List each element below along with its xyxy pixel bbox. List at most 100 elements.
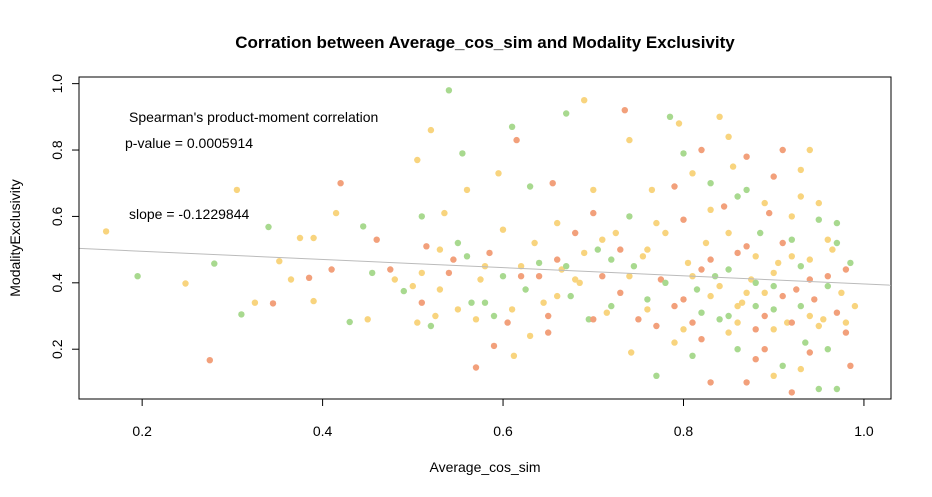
data-point [811, 296, 818, 303]
data-point [445, 269, 453, 277]
data-point [779, 239, 786, 247]
data-point [824, 273, 831, 280]
data-point [603, 309, 610, 316]
data-point [369, 269, 376, 277]
data-point [779, 146, 786, 154]
data-point [793, 286, 800, 293]
data-point [373, 236, 380, 243]
data-point [657, 276, 665, 283]
data-point [725, 312, 732, 320]
data-point [504, 319, 511, 326]
data-point [806, 256, 813, 263]
y-tick-label: 0.2 [49, 339, 65, 359]
data-point [797, 302, 804, 310]
data-point [680, 296, 687, 303]
data-point [360, 223, 367, 230]
data-point [725, 229, 732, 237]
data-point [752, 302, 759, 310]
data-point [779, 362, 786, 369]
data-point [748, 276, 755, 283]
y-tick-label: 1.0 [49, 74, 65, 94]
data-point [590, 316, 597, 323]
data-point [233, 186, 241, 194]
data-point [590, 186, 597, 194]
data-point [265, 223, 272, 231]
data-point [310, 234, 317, 242]
data-point [549, 180, 556, 187]
data-point [662, 229, 669, 237]
data-point [824, 282, 831, 290]
data-point [761, 199, 768, 207]
data-point [495, 170, 502, 177]
data-point [454, 239, 462, 247]
data-point [310, 297, 317, 305]
data-point [296, 234, 304, 242]
data-point [535, 259, 543, 267]
data-point [842, 319, 850, 326]
data-point [797, 166, 804, 174]
data-point [508, 306, 516, 313]
data-point [720, 203, 728, 210]
data-point [833, 239, 841, 247]
data-point [508, 123, 516, 130]
data-point [572, 276, 579, 283]
data-point [842, 266, 850, 273]
data-point [522, 286, 529, 293]
data-point [481, 263, 489, 270]
data-point [671, 183, 678, 190]
data-point [526, 183, 534, 190]
data-point [806, 349, 813, 356]
data-point [707, 379, 714, 386]
data-point [581, 249, 588, 257]
data-point [450, 256, 457, 263]
data-point [788, 389, 795, 396]
data-point [581, 97, 588, 104]
data-point [418, 299, 425, 306]
data-point [820, 316, 827, 323]
data-point [639, 253, 647, 260]
data-point [445, 87, 453, 94]
data-point [689, 352, 696, 359]
data-point [481, 299, 489, 306]
data-point [418, 213, 425, 220]
data-point [648, 186, 656, 194]
data-point [757, 229, 764, 237]
data-point [707, 180, 714, 187]
data-point [427, 322, 435, 330]
y-tick-label: 0.6 [49, 206, 65, 226]
data-point [269, 300, 277, 307]
data-point [671, 339, 678, 346]
data-point [711, 273, 719, 280]
x-tick-label: 1.0 [854, 423, 874, 439]
data-point [680, 150, 687, 157]
data-point [490, 342, 498, 350]
data-point [644, 246, 651, 253]
data-point [766, 209, 773, 217]
data-point [851, 302, 859, 310]
data-point [734, 249, 741, 257]
data-point [779, 292, 786, 300]
data-point [734, 302, 741, 310]
data-point [287, 276, 295, 283]
data-point [517, 273, 525, 280]
data-point [305, 274, 313, 281]
data-point [653, 322, 660, 330]
data-point [833, 309, 841, 316]
data-point [738, 299, 746, 306]
pvalue-annotation: p-value = 0.0005914 [125, 135, 253, 151]
data-point [621, 107, 628, 114]
data-point [770, 173, 777, 180]
data-point [725, 266, 732, 273]
y-tick-label: 0.8 [49, 140, 65, 160]
data-point [463, 253, 471, 260]
data-point [454, 306, 462, 313]
data-point [572, 229, 579, 237]
data-point [337, 180, 344, 187]
data-point [414, 156, 421, 164]
data-point [499, 273, 507, 280]
data-point [743, 379, 750, 386]
data-point [702, 239, 710, 247]
data-point [829, 246, 836, 253]
data-point [847, 259, 854, 267]
data-point [436, 286, 444, 293]
